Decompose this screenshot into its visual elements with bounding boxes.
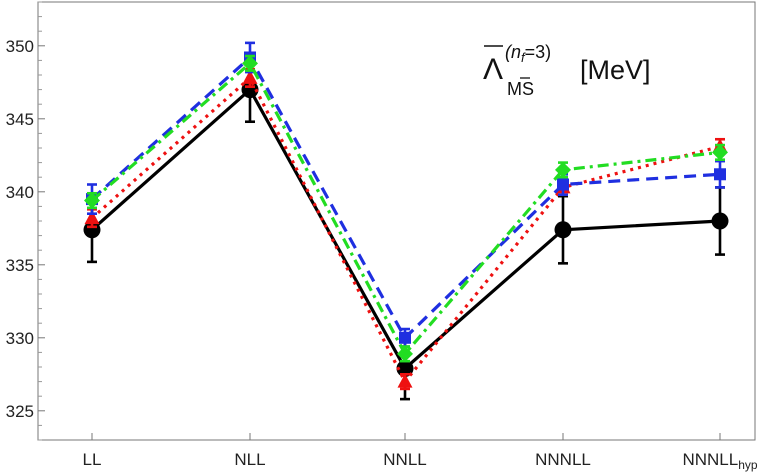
x-tick-label-subscript: hyp bbox=[738, 458, 758, 472]
data-point-triangle bbox=[397, 373, 413, 388]
data-point-triangle bbox=[242, 69, 258, 84]
data-point-diamond bbox=[397, 345, 413, 362]
y-tick-label: 345 bbox=[6, 110, 34, 129]
data-point-diamond bbox=[555, 161, 571, 178]
x-tick-label-main: NLL bbox=[234, 450, 265, 469]
y-axis: 325 330 335 340 345 350 bbox=[6, 1, 45, 441]
y-tick-label: 335 bbox=[6, 256, 34, 275]
data-point-circle bbox=[83, 221, 101, 239]
data-point-circle bbox=[396, 359, 414, 377]
data-point-square bbox=[714, 168, 726, 181]
data-point-square bbox=[399, 331, 411, 344]
data-point-square bbox=[557, 178, 569, 191]
x-tick-label-main: LL bbox=[83, 450, 102, 469]
x-axis: LL NLL NNLL NNNLL NNNLLhyp bbox=[83, 433, 758, 472]
title-superscript-sub: f bbox=[521, 50, 526, 65]
title-lambda: Λ bbox=[483, 53, 503, 86]
data-point-diamond bbox=[712, 144, 728, 161]
y-tick-label: 330 bbox=[6, 329, 34, 348]
chart-title: Λ (nf=3) MS [MeV] bbox=[483, 42, 651, 99]
x-tick-label-main: NNLL bbox=[383, 450, 426, 469]
series-diamond bbox=[84, 54, 728, 363]
title-superscript-suffix: =3) bbox=[525, 42, 552, 62]
title-unit: [MeV] bbox=[580, 55, 651, 85]
y-tick-label: 350 bbox=[6, 37, 34, 56]
data-point-circle bbox=[711, 212, 729, 230]
y-tick-label: 325 bbox=[6, 402, 34, 421]
x-tick-label: NNLL bbox=[383, 450, 426, 469]
x-tick-label-main: NNNLL bbox=[535, 450, 591, 469]
series-line bbox=[90, 54, 721, 341]
series-square bbox=[86, 41, 726, 348]
title-superscript-prefix: (n bbox=[505, 42, 521, 62]
data-point-circle bbox=[241, 81, 259, 99]
data-point-circle bbox=[554, 221, 572, 239]
y-tick-label: 340 bbox=[6, 183, 34, 202]
x-tick-label: NLL bbox=[234, 450, 265, 469]
x-tick-label: NNNLLhyp bbox=[682, 450, 757, 472]
x-tick-label: NNNLL bbox=[535, 450, 591, 469]
series-layer bbox=[83, 41, 729, 401]
data-point-triangle bbox=[84, 210, 100, 225]
series-line bbox=[90, 87, 721, 371]
title-subscript: MS bbox=[507, 79, 534, 99]
series-circle bbox=[83, 56, 729, 401]
data-point-diamond bbox=[84, 192, 100, 209]
x-tick-label: LL bbox=[83, 450, 102, 469]
series-line bbox=[90, 60, 721, 357]
x-tick-label-main: NNNLL bbox=[682, 450, 738, 469]
title-superscript: (nf=3) bbox=[505, 42, 551, 65]
data-point-diamond bbox=[242, 55, 258, 72]
